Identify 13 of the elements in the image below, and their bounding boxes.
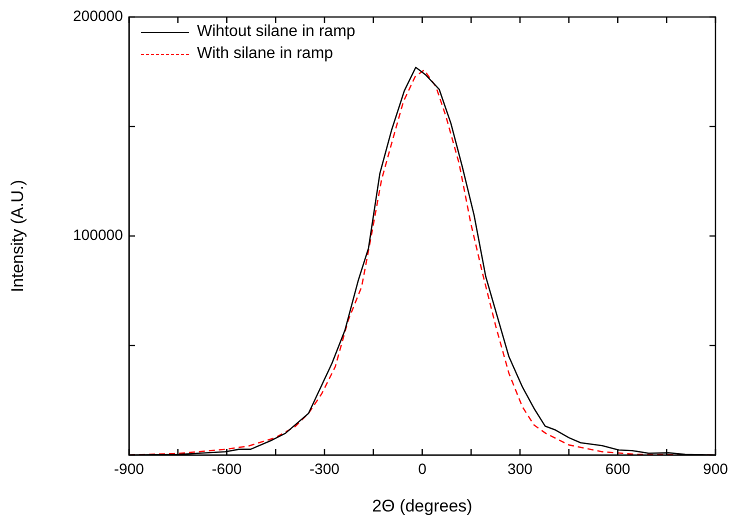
x-tick-label: -600: [212, 461, 242, 478]
legend-label: Wihtout silane in ramp: [197, 23, 356, 41]
legend-label: With silane in ramp: [197, 45, 334, 63]
x-axis-title: 2Θ (degrees): [372, 496, 472, 516]
y-tick-label: 200000: [72, 8, 123, 26]
x-tick-label: -900: [114, 461, 144, 478]
y-axis-title: Intensity (A.U.): [8, 180, 27, 292]
x-tick-label: 600: [605, 461, 630, 478]
x-tick-label: 300: [507, 461, 533, 478]
x-tick-label: 0: [418, 461, 426, 478]
x-tick-label: -300: [309, 461, 340, 478]
y-tick-label: 100000: [72, 227, 123, 244]
x-tick-label: 900: [702, 461, 728, 478]
